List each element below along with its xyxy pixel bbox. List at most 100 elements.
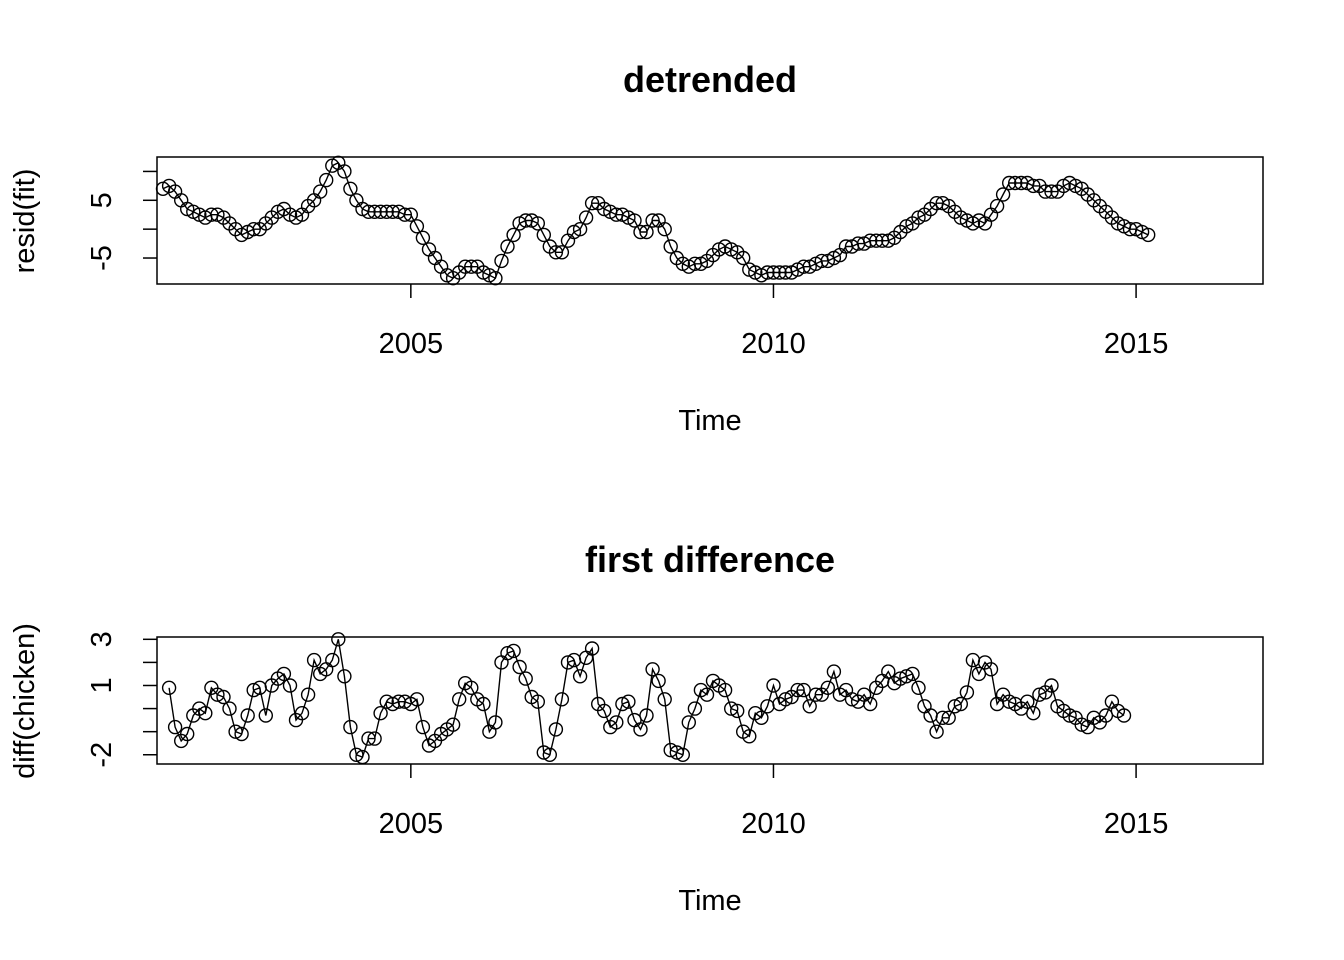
data-point [905, 666, 920, 682]
data-point [530, 216, 545, 231]
chart-title: detrended [623, 59, 797, 100]
data-point [893, 671, 908, 686]
data-point [681, 715, 696, 730]
data-point [929, 724, 944, 739]
data-point [240, 708, 255, 723]
data-point [464, 259, 479, 274]
data-point [167, 719, 183, 735]
data-point [995, 187, 1011, 202]
data-point [760, 265, 775, 280]
data-point [198, 706, 213, 721]
data-point [276, 666, 292, 682]
data-point [742, 729, 757, 744]
data-point [367, 731, 382, 746]
data-point [881, 664, 896, 679]
data-point [337, 669, 352, 684]
data-point [645, 662, 660, 677]
data-point [687, 701, 703, 716]
y-tick-label: -5 [86, 245, 118, 271]
data-point [313, 184, 328, 199]
data-point [584, 641, 600, 656]
y-axis-label: diff(chicken) [9, 623, 41, 779]
y-tick-label: 5 [86, 192, 118, 208]
data-point [663, 742, 678, 758]
data-point [1044, 184, 1059, 199]
x-tick-label: 2005 [379, 328, 444, 360]
x-tick-label: 2010 [741, 328, 806, 360]
data-point [645, 213, 660, 228]
data-point [397, 207, 412, 222]
data-point [222, 701, 237, 716]
data-point [536, 227, 551, 243]
data-point [294, 706, 310, 721]
data-point [488, 271, 503, 286]
data-point [1032, 687, 1047, 702]
panel-first-difference: first difference Time diff(chicken) 2005… [9, 539, 1264, 917]
data-point [621, 694, 636, 709]
data-point [639, 708, 654, 723]
data-point [724, 701, 739, 716]
series-resid-fit [155, 155, 1156, 286]
data-point [597, 703, 612, 719]
data-point [766, 265, 781, 280]
data-point [578, 210, 594, 225]
data-point [494, 253, 509, 269]
data-point [790, 682, 805, 698]
data-point [1038, 184, 1053, 199]
data-point [983, 662, 999, 677]
data-point [379, 204, 394, 220]
data-point [367, 204, 382, 220]
panel-detrended: detrended Time resid(fit) 2005 2010 2015 -… [9, 59, 1264, 437]
data-point [554, 692, 570, 707]
data-point [415, 230, 431, 246]
data-point [1062, 708, 1077, 723]
data-point [651, 673, 666, 689]
data-point [500, 239, 515, 254]
x-axis: 2005 2010 2015 [379, 284, 1168, 360]
data-point [246, 682, 261, 698]
data-point [379, 694, 394, 709]
data-point [820, 680, 835, 695]
data-point [935, 710, 950, 725]
data-point [415, 719, 431, 735]
data-point [802, 699, 817, 714]
data-point [1140, 227, 1156, 243]
data-point [736, 250, 751, 266]
data-point [959, 685, 975, 700]
y-axis: -2 1 3 [86, 631, 157, 768]
x-axis-label: Time [678, 405, 741, 437]
x-axis: 2005 2010 2015 [379, 764, 1169, 840]
data-point [337, 164, 352, 179]
data-point [409, 219, 425, 234]
data-point [730, 703, 745, 719]
x-axis-label: Time [678, 885, 741, 917]
data-point [355, 749, 370, 765]
data-point [766, 678, 781, 693]
data-point [1044, 678, 1059, 693]
data-point [1020, 694, 1035, 709]
data-point [971, 666, 987, 682]
data-point [246, 221, 261, 237]
x-tick-label: 2005 [379, 808, 444, 840]
data-point [669, 745, 684, 760]
plot-frame [156, 636, 1264, 765]
data-point [844, 692, 860, 707]
x-tick-label: 2015 [1104, 808, 1169, 840]
data-point [754, 710, 769, 725]
data-point [234, 726, 249, 742]
data-point [542, 747, 557, 762]
data-point [282, 678, 298, 693]
data-point [216, 689, 231, 705]
data-point [572, 221, 588, 237]
data-point [778, 692, 793, 707]
data-point [548, 722, 564, 737]
data-point [452, 692, 467, 707]
y-tick-label: -2 [86, 742, 118, 768]
data-point [349, 747, 364, 762]
data-point [361, 204, 376, 220]
data-point [1026, 178, 1041, 194]
data-point [409, 692, 425, 707]
data-point [458, 259, 473, 274]
data-point [210, 687, 225, 702]
